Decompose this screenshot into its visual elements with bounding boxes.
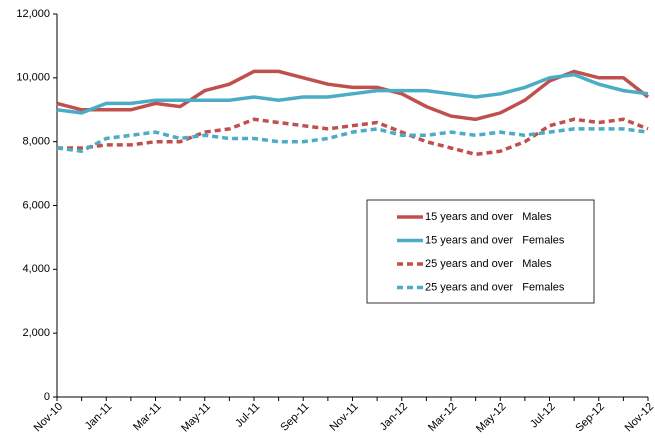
y-tick-label: 4,000 <box>22 263 50 275</box>
y-tick-label: 6,000 <box>22 199 50 211</box>
x-tick-label: Sep-12 <box>573 401 607 435</box>
x-tick-label: Mar-12 <box>426 401 459 434</box>
x-tick-label: Nov-12 <box>623 401 655 435</box>
x-tick-label: Nov-10 <box>32 401 66 435</box>
series-line <box>56 127 649 154</box>
series-line <box>57 117 649 157</box>
y-tick-label: 8,000 <box>22 136 50 148</box>
legend-label: 15 years and over Males <box>425 211 552 223</box>
legend-label: 25 years and over Females <box>425 281 565 293</box>
legend-label: 25 years and over Males <box>425 258 552 270</box>
y-tick-label: 12,000 <box>16 8 50 20</box>
x-tick-label: Mar-11 <box>131 401 164 434</box>
y-tick-label: 2,000 <box>22 327 50 339</box>
x-tick-label: Jan-12 <box>378 401 410 433</box>
series-line <box>56 72 649 115</box>
x-tick-label: Jan-11 <box>83 401 115 433</box>
x-tick-label: Jul-11 <box>233 401 262 430</box>
x-tick-label: May-11 <box>179 401 213 435</box>
x-tick-label: Nov-11 <box>328 401 361 434</box>
series-line <box>56 69 650 122</box>
x-tick-label: Sep-11 <box>278 401 311 434</box>
y-tick-label: 10,000 <box>16 72 50 84</box>
legend-label: 15 years and over Females <box>425 234 565 246</box>
x-tick-label: Jul-12 <box>528 401 558 431</box>
x-tick-label: May-12 <box>474 401 508 435</box>
y-tick-label: 0 <box>44 391 50 403</box>
